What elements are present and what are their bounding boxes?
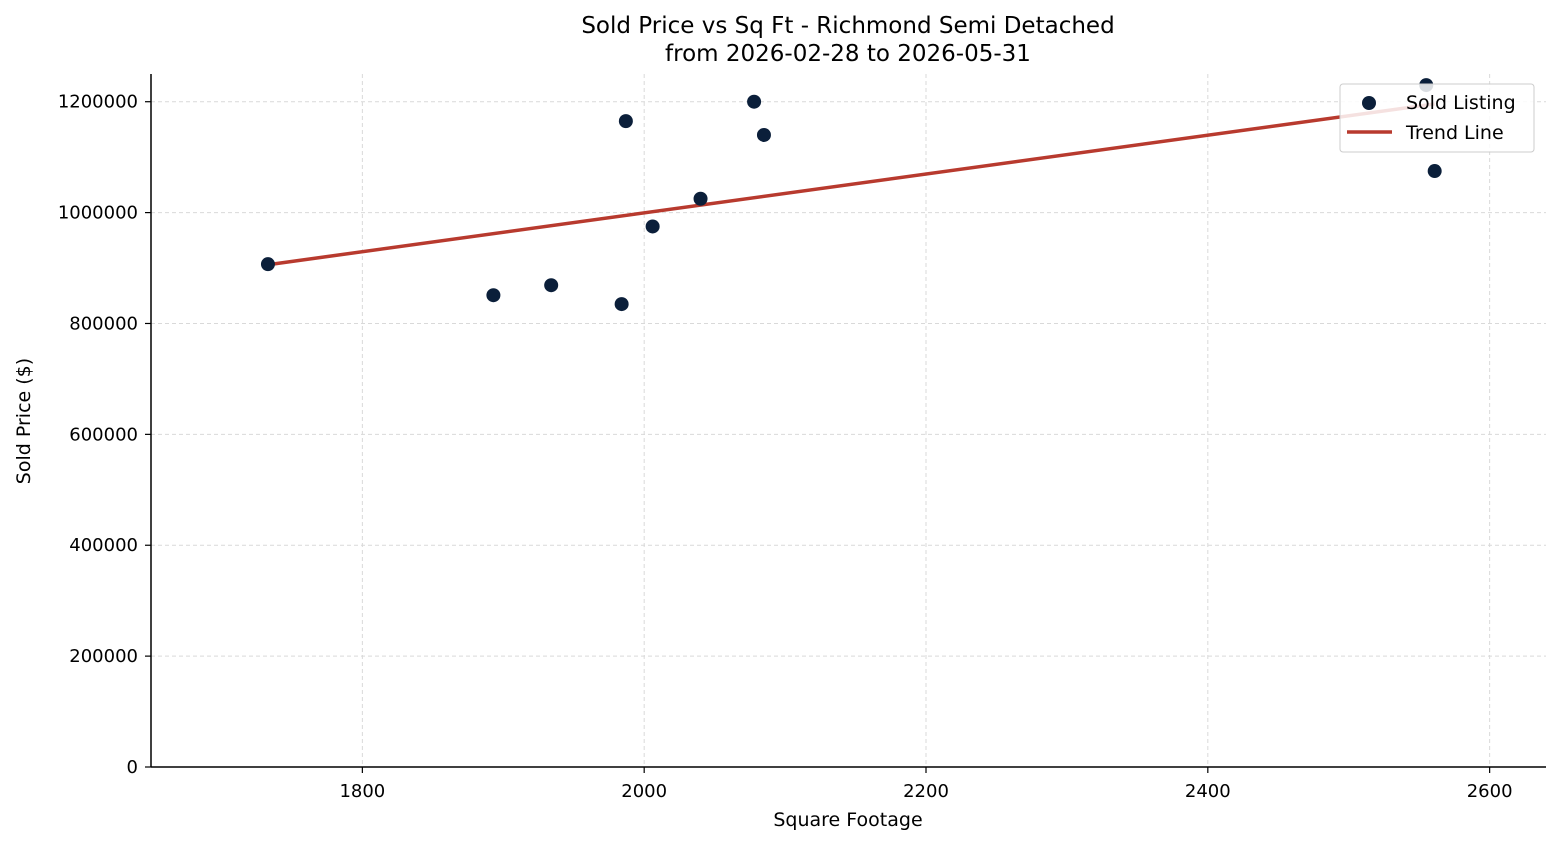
data-point	[260, 257, 275, 272]
y-tick-label: 1000000	[58, 203, 138, 224]
x-tick-label: 2200	[903, 781, 949, 802]
legend-label-sold-listing: Sold Listing	[1406, 92, 1516, 114]
points-layer	[260, 78, 1442, 312]
data-point	[486, 288, 501, 303]
grid-layer	[151, 74, 1546, 768]
x-tick-label: 2000	[621, 781, 667, 802]
data-point	[747, 94, 762, 109]
trend-layer	[267, 102, 1435, 267]
legend-marker-sold-listing	[1362, 96, 1376, 110]
legend-label-trend-line: Trend Line	[1405, 122, 1504, 144]
data-point	[756, 127, 771, 142]
y-tick-label: 200000	[69, 646, 138, 667]
ticks-layer: 1800 2000 2200 2400 2600 0 200000 400000 600000 8…	[58, 92, 1513, 802]
data-point	[618, 114, 633, 129]
data-point	[1427, 164, 1442, 179]
chart-title: Sold Price vs Sq Ft - Richmond Semi Deta…	[581, 13, 1114, 39]
trend-line	[267, 102, 1435, 267]
x-tick-label: 2400	[1185, 781, 1231, 802]
legend: Sold Listing Trend Line	[1339, 83, 1535, 153]
x-tick-label: 2600	[1467, 781, 1513, 802]
y-axis-label: Sold Price ($)	[13, 358, 35, 484]
x-axis-label: Square Footage	[773, 809, 922, 831]
data-point	[544, 278, 559, 293]
legend-box	[1339, 83, 1535, 153]
y-tick-label: 0	[127, 757, 138, 778]
y-tick-label: 400000	[69, 535, 138, 556]
y-tick-label: 800000	[69, 313, 138, 334]
x-tick-label: 1800	[339, 781, 385, 802]
chart-subtitle: from 2026-02-28 to 2026-05-31	[665, 41, 1031, 67]
data-point	[645, 219, 660, 234]
y-tick-label: 1200000	[58, 92, 138, 113]
y-tick-label: 600000	[69, 424, 138, 445]
data-point	[614, 297, 629, 312]
axes-layer	[150, 74, 1546, 768]
data-point	[693, 191, 708, 206]
